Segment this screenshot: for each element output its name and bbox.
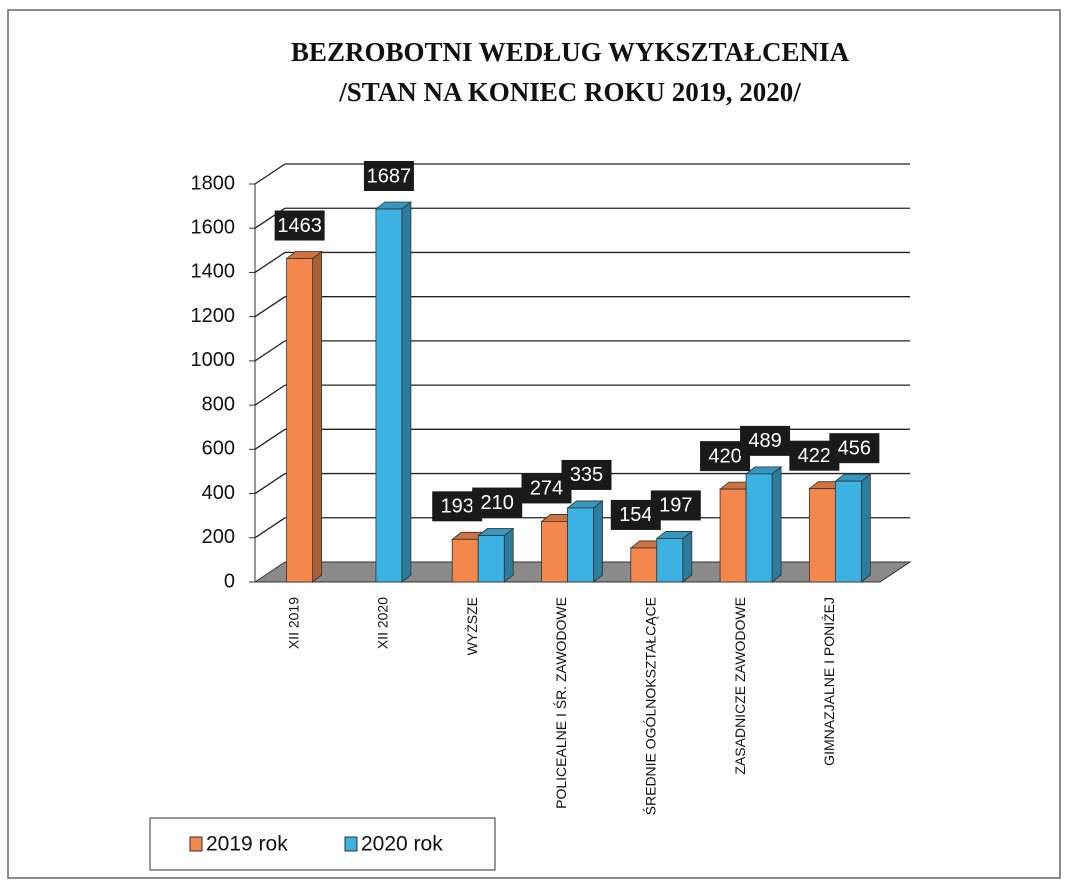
bar: [286, 258, 314, 583]
y-tick-label: 1000: [191, 349, 236, 371]
value-label: 456: [838, 437, 871, 459]
grid-line: [254, 473, 286, 495]
value-label-box: [740, 425, 791, 456]
legend: [149, 817, 496, 871]
bar: [567, 507, 594, 583]
bar-side: [503, 527, 514, 583]
legend-swatch: [189, 836, 203, 852]
value-label-box: [274, 210, 325, 241]
value-label-box: [650, 490, 701, 521]
bar-side: [312, 250, 323, 583]
y-tick-label: 1400: [191, 261, 236, 283]
value-label: 274: [530, 478, 563, 500]
bar-side: [593, 500, 603, 583]
bar: [719, 488, 747, 583]
bar: [477, 535, 505, 583]
bar-side: [771, 466, 782, 583]
grid-line: [254, 340, 286, 362]
y-tick-label: 0: [224, 570, 235, 592]
value-label: 489: [748, 430, 781, 452]
x-tick-label: XII 2019: [285, 597, 301, 649]
y-tick-label: 1800: [191, 172, 236, 194]
grid-line: [254, 384, 286, 406]
bar: [834, 480, 862, 583]
bar-side: [401, 201, 412, 583]
grid-line: [254, 428, 286, 450]
value-label: 210: [481, 492, 514, 514]
bar: [630, 547, 658, 583]
value-label: 422: [798, 445, 831, 467]
chart-title: /STAN NA KONIEC ROKU 2019, 2020/: [338, 77, 801, 107]
y-tick-label: 1600: [191, 217, 236, 239]
grid-line: [254, 517, 286, 539]
value-label-box: [561, 459, 612, 490]
y-tick-label: 1200: [191, 305, 236, 327]
x-tick-label: XII 2020: [375, 597, 391, 649]
legend-swatch: [344, 836, 358, 852]
value-label: 154: [619, 504, 652, 526]
value-label: 197: [659, 495, 692, 517]
y-tick-label: 800: [202, 393, 235, 415]
value-label: 1463: [277, 215, 322, 237]
y-tick-label: 400: [202, 482, 235, 504]
bar: [745, 473, 773, 583]
value-label: 335: [570, 464, 603, 486]
value-label: 420: [708, 445, 741, 467]
x-tick-label: POLICEALNE I ŚR. ZAWODOWE: [552, 597, 569, 809]
grid-line: [254, 251, 286, 273]
legend-label: 2019 rok: [206, 833, 288, 856]
bar: [808, 488, 836, 583]
value-label-box: [363, 160, 414, 191]
y-tick-label: 600: [202, 438, 235, 460]
frame: [7, 9, 1061, 879]
x-tick-label: WYŻSZE: [463, 597, 480, 655]
x-tick-label: GIMNAZJALNE I PONIŻEJ: [820, 597, 837, 766]
chart-title: BEZROBOTNI WEDŁUG WYKSZTAŁCENIA: [291, 37, 850, 67]
x-tick-label: ZASADNICZE ZAWODOWE: [732, 597, 748, 775]
value-label: 193: [441, 496, 474, 518]
value-label-box: [829, 433, 880, 464]
legend-label: 2020 rok: [361, 833, 443, 856]
bar-side: [860, 473, 871, 583]
grid-line: [254, 163, 286, 185]
y-tick-label: 200: [202, 526, 235, 548]
bar-side: [682, 530, 693, 583]
bar: [541, 521, 568, 583]
x-tick-label: ŚREDNIE OGÓLNOKSZTAŁCĄCE: [641, 597, 658, 815]
value-label-box: [472, 487, 523, 518]
value-label: 1687: [367, 165, 412, 187]
grid-line: [254, 296, 286, 318]
bar: [375, 208, 403, 583]
bar: [451, 538, 479, 583]
bar: [656, 538, 684, 583]
